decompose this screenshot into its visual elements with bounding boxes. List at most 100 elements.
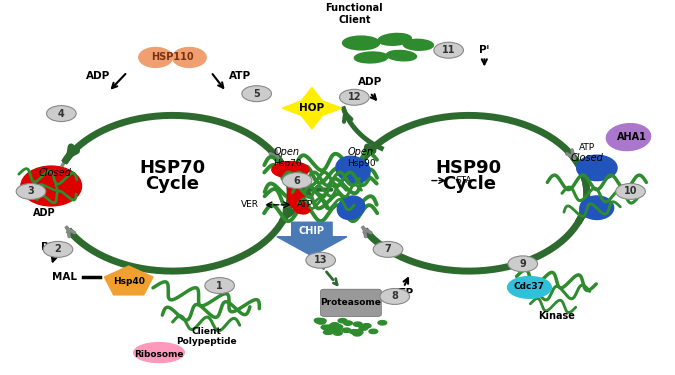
Ellipse shape — [369, 329, 378, 334]
Text: Hsp70: Hsp70 — [273, 159, 301, 168]
Circle shape — [16, 183, 46, 200]
Circle shape — [306, 252, 335, 268]
Ellipse shape — [606, 124, 651, 151]
Text: ADP: ADP — [33, 208, 56, 218]
Text: Cycle: Cycle — [442, 175, 496, 193]
Ellipse shape — [353, 332, 362, 336]
Ellipse shape — [134, 343, 184, 363]
Text: 8: 8 — [392, 291, 398, 302]
Text: 1: 1 — [216, 280, 223, 291]
Circle shape — [340, 89, 369, 105]
Polygon shape — [277, 222, 347, 256]
Ellipse shape — [272, 162, 309, 178]
Text: Hsp90: Hsp90 — [347, 159, 375, 168]
Text: ATP: ATP — [392, 288, 414, 298]
Circle shape — [205, 278, 234, 294]
Text: AHA1: AHA1 — [617, 132, 647, 142]
Ellipse shape — [350, 330, 358, 334]
Ellipse shape — [317, 320, 325, 324]
Text: 5: 5 — [253, 88, 260, 99]
FancyBboxPatch shape — [321, 289, 381, 316]
Text: 11: 11 — [442, 45, 456, 55]
Text: Closed: Closed — [38, 168, 71, 178]
Ellipse shape — [362, 324, 371, 328]
Ellipse shape — [508, 276, 551, 298]
Ellipse shape — [354, 52, 388, 63]
Ellipse shape — [333, 331, 342, 335]
Text: 2: 2 — [55, 244, 61, 254]
Text: Hsp40: Hsp40 — [113, 278, 144, 286]
Ellipse shape — [293, 201, 310, 214]
Circle shape — [380, 288, 410, 304]
Ellipse shape — [330, 323, 339, 327]
Text: 3: 3 — [28, 186, 34, 196]
Text: ATP: ATP — [229, 71, 251, 81]
Ellipse shape — [378, 321, 387, 325]
Text: HSP70: HSP70 — [140, 159, 205, 177]
Ellipse shape — [315, 319, 324, 324]
Circle shape — [43, 242, 73, 257]
Ellipse shape — [580, 196, 614, 219]
Text: HSP110: HSP110 — [151, 53, 194, 63]
Text: 7: 7 — [385, 244, 391, 254]
Circle shape — [47, 106, 76, 122]
Circle shape — [373, 242, 403, 257]
Ellipse shape — [325, 330, 334, 334]
Text: ADP: ADP — [86, 70, 111, 81]
Text: 4: 4 — [58, 109, 65, 118]
Ellipse shape — [323, 330, 332, 334]
Text: 10: 10 — [624, 186, 637, 196]
Circle shape — [616, 183, 645, 200]
Ellipse shape — [315, 318, 323, 322]
Text: HOP: HOP — [299, 103, 325, 113]
Text: 6: 6 — [294, 176, 300, 186]
Ellipse shape — [317, 318, 326, 323]
Polygon shape — [105, 266, 153, 295]
Text: VER: VER — [241, 200, 259, 209]
Ellipse shape — [354, 330, 363, 334]
Circle shape — [282, 172, 312, 189]
Text: Functional
Client: Functional Client — [325, 3, 383, 25]
Polygon shape — [282, 87, 342, 129]
Ellipse shape — [403, 39, 433, 50]
Ellipse shape — [378, 33, 412, 45]
Text: Pᴵ: Pᴵ — [41, 242, 51, 252]
Text: Client
Polypeptide: Client Polypeptide — [176, 327, 236, 346]
Ellipse shape — [344, 321, 352, 325]
Ellipse shape — [338, 318, 347, 323]
Circle shape — [508, 256, 537, 272]
Ellipse shape — [342, 36, 379, 50]
Text: HSP90: HSP90 — [436, 159, 502, 177]
Text: 9: 9 — [519, 259, 526, 269]
Circle shape — [242, 86, 271, 102]
Text: Proteasome: Proteasome — [321, 298, 381, 307]
Text: ATP: ATP — [297, 200, 313, 209]
Text: Open: Open — [348, 147, 374, 157]
Ellipse shape — [334, 325, 343, 329]
Ellipse shape — [321, 325, 330, 330]
Ellipse shape — [387, 51, 416, 61]
Ellipse shape — [288, 175, 307, 208]
Ellipse shape — [576, 155, 617, 181]
Text: Kinase: Kinase — [538, 311, 575, 321]
Text: Cycle: Cycle — [146, 175, 200, 193]
Text: STA: STA — [456, 176, 472, 185]
Ellipse shape — [359, 326, 368, 330]
Ellipse shape — [173, 48, 206, 68]
Ellipse shape — [333, 327, 342, 332]
Text: ATP: ATP — [578, 144, 595, 153]
Ellipse shape — [333, 325, 342, 329]
Circle shape — [434, 42, 464, 58]
Ellipse shape — [342, 328, 351, 332]
Text: ADP: ADP — [358, 77, 382, 87]
Ellipse shape — [354, 322, 362, 326]
Text: Pᴵ: Pᴵ — [479, 45, 489, 55]
Ellipse shape — [336, 156, 370, 183]
Ellipse shape — [21, 166, 82, 206]
Ellipse shape — [327, 325, 335, 329]
Text: Closed: Closed — [570, 153, 603, 163]
Text: MAL: MAL — [52, 272, 77, 282]
Text: CHIP: CHIP — [299, 225, 325, 236]
Text: 12: 12 — [348, 92, 361, 102]
Ellipse shape — [354, 330, 362, 334]
